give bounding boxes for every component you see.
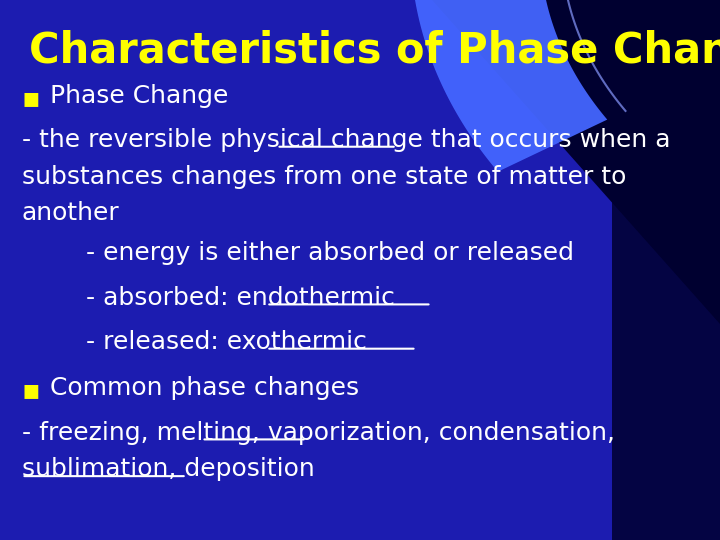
Text: sublimation, deposition: sublimation, deposition — [22, 457, 315, 481]
Text: - energy is either absorbed or released: - energy is either absorbed or released — [86, 241, 575, 265]
Text: - the reversible physical change that occurs when a: - the reversible physical change that oc… — [22, 128, 670, 152]
Polygon shape — [432, 0, 720, 324]
Text: another: another — [22, 201, 120, 225]
Text: - absorbed: endothermic: - absorbed: endothermic — [86, 286, 395, 309]
Text: Phase Change: Phase Change — [50, 84, 229, 107]
Polygon shape — [540, 0, 720, 243]
Text: substances changes from one state of matter to: substances changes from one state of mat… — [22, 165, 626, 188]
Polygon shape — [410, 0, 697, 172]
Text: ▪: ▪ — [22, 84, 40, 112]
Text: Common phase changes: Common phase changes — [50, 376, 359, 400]
Text: - freezing, melting, vaporization, condensation,: - freezing, melting, vaporization, conde… — [22, 421, 615, 444]
Polygon shape — [612, 0, 720, 540]
Text: ▪: ▪ — [22, 376, 40, 404]
Text: Characteristics of Phase Changes: Characteristics of Phase Changes — [29, 30, 720, 72]
Text: - released: exothermic: - released: exothermic — [86, 330, 367, 354]
